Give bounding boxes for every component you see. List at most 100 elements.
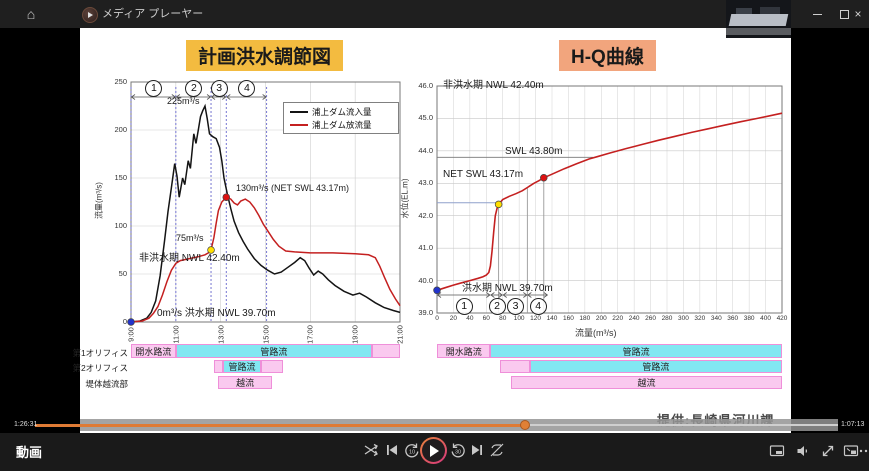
region-number-right: 4 bbox=[529, 298, 547, 315]
inflow-line-swatch bbox=[290, 110, 308, 113]
pip-thumb-shape bbox=[728, 14, 789, 26]
next-icon[interactable] bbox=[468, 441, 486, 459]
play-button[interactable] bbox=[420, 437, 447, 464]
flow-regime-segment: 管路流 bbox=[529, 360, 782, 373]
flow-regime-segment: 管路流 bbox=[490, 344, 782, 358]
y-axis-tick-label: 39.0 bbox=[418, 308, 433, 317]
annotation-nonflood-nwl-right: 非洪水期 NWL 42.40m bbox=[443, 80, 544, 91]
flow-regime-segment: 越流 bbox=[217, 376, 273, 389]
flow-regime-segment bbox=[261, 360, 284, 373]
shuffle-icon[interactable] bbox=[362, 441, 380, 459]
region-number-right: 1 bbox=[455, 298, 473, 315]
x-axis-tick-label: 180 bbox=[579, 315, 591, 322]
control-bar: 動画 10 30 bbox=[0, 433, 869, 471]
close-button[interactable]: × bbox=[845, 0, 869, 28]
x-axis-tick-label: 200 bbox=[595, 315, 607, 322]
progress-track-remaining[interactable] bbox=[525, 424, 838, 426]
right-chart-title: H-Q曲線 bbox=[559, 40, 656, 71]
right-x-axis-title: 流量(m³/s) bbox=[575, 328, 617, 338]
x-axis-tick-label: 360 bbox=[727, 315, 739, 322]
previous-icon[interactable] bbox=[383, 441, 401, 459]
annotation-75: 75m³/s bbox=[176, 233, 204, 243]
minimize-button[interactable] bbox=[805, 0, 831, 28]
annotation-flood-nwl-right: 洪水期 NWL 39.70m bbox=[462, 283, 553, 294]
x-axis-tick-label: 20 bbox=[449, 315, 458, 322]
hq-curve-chart bbox=[433, 85, 783, 314]
x-axis-tick-label: 100 bbox=[513, 315, 525, 322]
y-axis-tick-label: 43.0 bbox=[418, 178, 433, 188]
minimize-icon bbox=[813, 14, 822, 15]
region-number-right: 3 bbox=[507, 298, 525, 315]
repeat-off-icon[interactable] bbox=[488, 441, 506, 459]
flow-regime-segment bbox=[213, 360, 223, 373]
pip-video-thumbnail[interactable] bbox=[726, 0, 791, 38]
y-axis-tick-label: 46.0 bbox=[418, 81, 433, 90]
progress-handle[interactable] bbox=[519, 420, 530, 430]
region-number-left: 2 bbox=[185, 80, 203, 97]
y-axis-tick-label: 150 bbox=[114, 173, 127, 182]
hq-curve bbox=[436, 112, 783, 292]
maximize-icon bbox=[840, 10, 849, 19]
y-axis-tick-label: 44.0 bbox=[418, 145, 433, 155]
annotation-flood-nwl-left: 0m³/s 洪水期 NWL 39.70m bbox=[157, 308, 276, 319]
region-number-left: 4 bbox=[238, 80, 256, 97]
left-chart-title: 計画洪水調節図 bbox=[186, 40, 344, 71]
x-axis-tick-label: 380 bbox=[743, 315, 755, 322]
flow-regime-segment: 管路流 bbox=[175, 344, 372, 358]
outflow-curve bbox=[130, 196, 401, 323]
x-axis-tick-label: 0 bbox=[435, 315, 439, 322]
rewind-10-icon[interactable]: 10 bbox=[403, 441, 421, 459]
y-axis-tick-label: 42.0 bbox=[418, 210, 433, 220]
pip-thumb-shape bbox=[736, 8, 752, 15]
x-axis-tick-label: 300 bbox=[677, 315, 689, 322]
fullscreen-icon[interactable] bbox=[819, 442, 837, 460]
y-axis-tick-label: 50 bbox=[118, 269, 127, 278]
close-icon: × bbox=[854, 7, 862, 21]
annotation-swl: SWL 43.80m bbox=[505, 146, 563, 157]
annotation-net-swl: NET SWL 43.17m bbox=[443, 169, 524, 180]
flow-regime-segment bbox=[500, 360, 530, 373]
x-axis-tick-label: 140 bbox=[546, 315, 558, 322]
x-axis-tick-label: 340 bbox=[710, 315, 722, 322]
miniplayer-icon[interactable] bbox=[768, 442, 786, 460]
y-axis-tick-label: 40.0 bbox=[418, 275, 433, 285]
x-axis-tick-label: 120 bbox=[530, 315, 541, 322]
x-axis-tick-label: 320 bbox=[694, 315, 706, 322]
y-axis-tick-label: 41.0 bbox=[418, 243, 433, 253]
more-icon[interactable] bbox=[858, 442, 869, 460]
y-axis-tick-label: 0 bbox=[122, 317, 127, 326]
progress-fill[interactable] bbox=[35, 424, 525, 427]
app-icon bbox=[82, 7, 98, 23]
svg-text:10: 10 bbox=[409, 450, 415, 456]
forward-30-icon[interactable]: 30 bbox=[449, 441, 467, 459]
x-axis-tick-label: 400 bbox=[760, 315, 771, 322]
pip-icon[interactable] bbox=[842, 442, 860, 460]
maximize-button[interactable] bbox=[831, 0, 857, 28]
x-axis-tick-label: 40 bbox=[466, 315, 474, 322]
y-axis-tick-label: 45.0 bbox=[418, 113, 433, 123]
x-axis-tick-label: 280 bbox=[661, 315, 673, 322]
region-number-left: 3 bbox=[210, 80, 228, 97]
volume-icon[interactable] bbox=[794, 442, 812, 460]
flow-row-label-orifice1: 第1オリフィス bbox=[72, 348, 128, 358]
flow-row-label-orifice2: 第2オリフィス bbox=[72, 363, 128, 373]
y-axis-tick-label: 100 bbox=[114, 221, 127, 230]
flow-regime-segment: 開水路流 bbox=[131, 344, 176, 358]
x-axis-tick-label: 160 bbox=[562, 315, 574, 322]
pip-thumb-caption-strip bbox=[726, 28, 791, 35]
flow-regime-segment: 越流 bbox=[510, 376, 782, 389]
elapsed-time: 1:26:31 bbox=[14, 421, 38, 428]
home-icon[interactable]: ⌂ bbox=[26, 6, 36, 22]
pip-thumb-shape bbox=[760, 7, 780, 15]
flow-row-label-overflow: 堤体越流部 bbox=[85, 379, 128, 389]
y-axis-tick-label: 200 bbox=[114, 125, 127, 134]
annotation-130-net-swl: 130m³/s (NET SWL 43.17m) bbox=[236, 183, 350, 193]
y-axis-tick-label: 250 bbox=[114, 77, 127, 86]
section-label: 動画 bbox=[16, 445, 43, 460]
x-axis-tick-label: 80 bbox=[499, 315, 507, 322]
title-bar: ⌂ メディア プレーヤー × bbox=[0, 0, 869, 28]
x-axis-tick-label: 420 bbox=[776, 315, 788, 322]
x-axis-tick-label: 220 bbox=[612, 315, 624, 322]
flow-regime-segment: 開水路流 bbox=[437, 344, 491, 358]
